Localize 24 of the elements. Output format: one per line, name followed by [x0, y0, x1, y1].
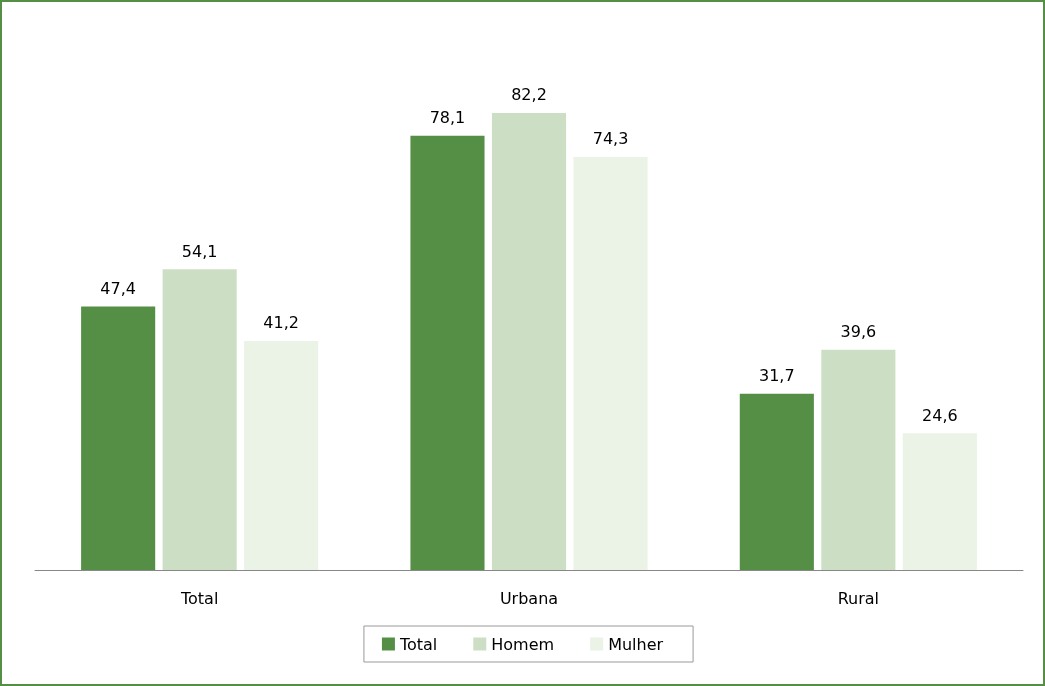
data-label: 39,6 [840, 322, 877, 342]
data-label: 41,2 [263, 313, 299, 333]
data-label: 47,4 [100, 278, 136, 298]
x-tick-label: Rural [837, 588, 880, 608]
bar [410, 135, 485, 570]
data-label: 74,3 [592, 129, 629, 149]
data-label: 31,7 [759, 366, 795, 386]
x-tick-label: Total [179, 588, 219, 608]
bar [739, 393, 814, 570]
legend-label: Homem [491, 634, 555, 654]
legend-label: Total [398, 634, 438, 654]
data-label: 82,2 [511, 85, 547, 105]
bar [244, 340, 319, 570]
bar [162, 269, 237, 570]
data-label: 78,1 [429, 108, 466, 128]
bar [491, 112, 567, 570]
data-label: 54,1 [181, 241, 218, 261]
bar [902, 433, 977, 570]
bar [573, 156, 648, 570]
bar [81, 306, 156, 570]
bar [821, 349, 896, 570]
legend-label: Mulher [608, 634, 664, 654]
data-label: 24,6 [922, 405, 958, 425]
x-tick-label: Urbana [499, 588, 559, 608]
